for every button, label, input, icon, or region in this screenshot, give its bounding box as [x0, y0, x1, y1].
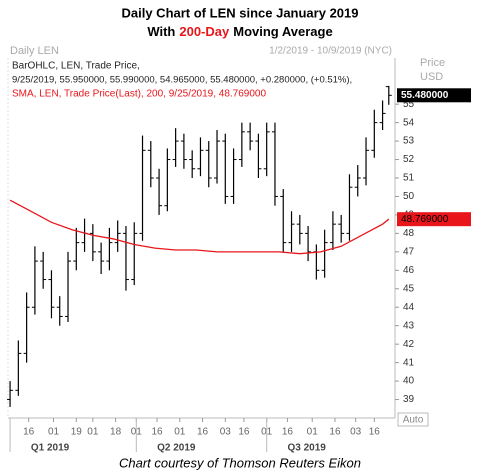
quarter-label: Q3 2019 — [288, 443, 327, 454]
quarter-label: Q1 2019 — [31, 443, 70, 454]
y-tick-label: 43 — [403, 320, 415, 331]
last-price-box — [397, 88, 471, 103]
x-tick-label: 03 — [220, 427, 232, 438]
x-tick-label: 16 — [282, 427, 294, 438]
sma-last-label: 48.769000 — [401, 214, 449, 225]
subtitle-text: With — [147, 24, 175, 39]
y-tick-label: 50 — [403, 191, 415, 202]
quarter-label: Q2 2019 — [157, 443, 196, 454]
legend-line: BarOHLC, LEN, Trade Price, — [12, 61, 140, 72]
x-tick-label: 01 — [174, 427, 186, 438]
x-tick-label: 19 — [71, 427, 83, 438]
auto-button[interactable] — [397, 412, 429, 427]
y-tick-label: 55 — [403, 99, 415, 110]
footer: Chart courtesy of Thomson Reuters Eikon — [119, 455, 361, 470]
legend-line: 9/25/2019, 55.950000, 55.990000, 54.9650… — [12, 75, 352, 86]
y-tick-label: 48 — [403, 228, 415, 239]
y-tick-label: 52 — [403, 154, 415, 165]
y-tick-label: 39 — [403, 394, 415, 405]
auto-label[interactable]: Auto — [403, 415, 424, 426]
header-right: 1/2/2019 - 10/9/2019 (NYC) — [269, 46, 392, 57]
y-tick-label: 53 — [403, 136, 415, 147]
x-tick-label: 03 — [350, 427, 362, 438]
y-tick-label: 47 — [403, 246, 415, 257]
sma-line — [9, 199, 390, 255]
y-tick-label: 42 — [403, 339, 415, 350]
y-tick-label: 41 — [403, 357, 415, 368]
subtitle-text: Moving Average — [233, 24, 332, 39]
y-tick-label: 40 — [403, 376, 415, 387]
chart-subtitle: With 200-Day Moving Average — [147, 24, 332, 39]
x-tick-label: 16 — [369, 427, 381, 438]
y-tick-label: 44 — [403, 302, 415, 313]
y-tick-label: 46 — [403, 265, 415, 276]
x-tick-label: 16 — [151, 427, 163, 438]
x-tick-label: 18 — [110, 427, 122, 438]
x-tick-label: 16 — [238, 427, 250, 438]
axis-title: Price — [420, 57, 445, 69]
x-tick-label: 16 — [23, 427, 35, 438]
subtitle-highlight: 200-Day — [179, 24, 230, 39]
y-tick-label: 51 — [403, 173, 415, 184]
x-tick-label: 01 — [307, 427, 319, 438]
x-tick-label: 16 — [329, 427, 341, 438]
axis-title: USD — [420, 71, 443, 83]
x-tick-label: 16 — [197, 427, 209, 438]
sma-last-box — [397, 212, 471, 227]
chart-title: Daily Chart of LEN since January 2019 — [122, 5, 359, 20]
x-tick-label: 01 — [87, 427, 99, 438]
legend-line: SMA, LEN, Trade Price(Last), 200, 9/25/2… — [12, 89, 266, 100]
header-left: Daily LEN — [10, 45, 59, 57]
last-price-label: 55.480000 — [401, 90, 449, 101]
x-tick-label: 01 — [48, 427, 60, 438]
y-tick-label: 54 — [403, 117, 415, 128]
y-tick-label: 45 — [403, 283, 415, 294]
